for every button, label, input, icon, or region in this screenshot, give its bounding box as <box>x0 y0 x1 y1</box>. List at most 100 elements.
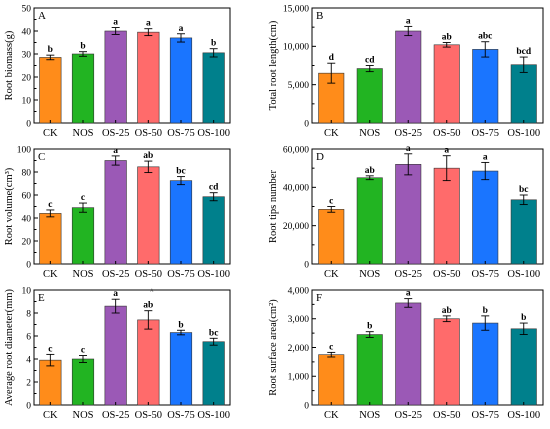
bar-nos <box>71 358 95 406</box>
significance-letter: bc <box>209 328 219 338</box>
y-tick-label: 6 <box>26 332 31 342</box>
x-tick-label: OS-25 <box>102 269 129 280</box>
bar-os-75 <box>169 37 193 124</box>
bar-os-75 <box>169 180 193 265</box>
panel-label: E <box>38 292 45 304</box>
significance-letter: a <box>406 16 411 26</box>
significance-letter: c <box>329 197 333 207</box>
y-tick-label: 8 <box>26 309 31 319</box>
significance-letter: b <box>80 42 85 52</box>
bar-os-50 <box>137 31 160 124</box>
y-tick-label: 80 <box>22 168 32 178</box>
bar-os-100 <box>202 341 225 406</box>
plot-frame <box>311 148 544 265</box>
significance-letter: c <box>81 193 85 203</box>
x-tick-label: OS-75 <box>167 269 194 280</box>
significance-letter: abc <box>478 32 492 42</box>
bar-os-25 <box>395 164 422 265</box>
significance-letter: ab <box>365 166 375 176</box>
panel-label: A <box>38 10 46 22</box>
x-tick-label: OS-25 <box>102 128 129 139</box>
y-tick-label: 40,000 <box>283 184 309 194</box>
y-tick-label: 60 <box>22 191 32 201</box>
significance-letter: b <box>367 322 372 332</box>
y-tick-label: 0 <box>26 260 31 270</box>
y-tick-label: 1,000 <box>288 373 310 383</box>
y-axis-label: Average root diameter(mm) <box>4 289 15 407</box>
significance-letter: a <box>146 19 151 29</box>
bar-os-25 <box>104 305 127 406</box>
significance-letter: a <box>483 152 488 162</box>
y-tick-label: 100 <box>17 145 32 155</box>
significance-letter: c <box>329 342 333 352</box>
x-tick-label: OS-25 <box>395 269 422 280</box>
panel-f: 0 1,000 2,000 3,000 4,000 Root surface area(c… <box>268 286 544 421</box>
bar-os-100 <box>510 328 537 406</box>
x-tick-label: CK <box>43 128 58 139</box>
y-tick-label: 4,000 <box>288 286 310 296</box>
bar-os-75 <box>472 322 499 406</box>
significance-letter: b <box>483 306 488 316</box>
stray-mark: A <box>150 289 154 294</box>
significance-letter: bcd <box>516 47 532 57</box>
x-tick-label: OS-50 <box>433 410 460 421</box>
y-tick-label: 40 <box>22 214 32 224</box>
y-axis-label: Root tips number <box>268 170 279 243</box>
panel-label: F <box>316 292 322 304</box>
x-tick-label: OS-100 <box>197 410 230 421</box>
bar-os-25 <box>104 160 127 265</box>
x-tick-label: OS-50 <box>135 410 162 421</box>
significance-letter: c <box>48 200 52 210</box>
y-tick-label: 10 <box>22 286 32 296</box>
significance-letter: a <box>406 289 411 299</box>
plot-frame <box>33 7 231 124</box>
x-tick-label: CK <box>324 410 339 421</box>
y-tick-label: 20 <box>22 237 32 247</box>
y-tick-label: 2 <box>26 378 31 388</box>
significance-letter: c <box>81 346 85 356</box>
significance-letter: a <box>113 146 118 156</box>
x-tick-label: NOS <box>72 269 93 280</box>
bar-os-100 <box>202 196 225 265</box>
panel-label: C <box>38 151 45 163</box>
x-tick-label: OS-75 <box>167 410 194 421</box>
y-axis-label: Total root length(cm) <box>268 20 279 110</box>
x-tick-label: OS-75 <box>472 410 499 421</box>
bar-nos <box>356 68 383 124</box>
significance-letter: cd <box>365 56 375 66</box>
significance-letter: ab <box>143 151 153 161</box>
plot-frame <box>311 289 544 406</box>
y-tick-label: 0 <box>304 119 309 129</box>
bar-os-50 <box>433 318 460 406</box>
bar-os-25 <box>104 30 127 124</box>
x-tick-label: OS-50 <box>433 128 460 139</box>
bar-os-100 <box>202 52 225 124</box>
x-tick-label: OS-75 <box>472 128 499 139</box>
bar-nos <box>71 53 95 124</box>
x-tick-label: OS-100 <box>197 128 230 139</box>
y-tick-label: 0 <box>304 401 309 411</box>
y-tick-label: 5,000 <box>288 81 310 91</box>
y-tick-label: 0 <box>304 260 309 270</box>
y-tick-label: 60,000 <box>283 145 309 155</box>
x-tick-label: OS-100 <box>197 269 230 280</box>
significance-letter: bc <box>519 185 529 195</box>
bar-nos <box>356 334 383 406</box>
significance-letter: ab <box>442 306 452 316</box>
y-axis-label: Root biomass(g) <box>4 30 15 100</box>
significance-letter: a <box>406 144 411 154</box>
x-tick-label: OS-25 <box>395 410 422 421</box>
panel-e: 0 2 4 6 8 10 Average root diameter(mm) Ec CK c NOS… <box>4 286 231 421</box>
y-tick-label: 3,000 <box>288 315 310 325</box>
significance-letter: a <box>113 18 118 28</box>
bar-nos <box>71 207 95 265</box>
bar-os-50 <box>137 166 160 265</box>
x-tick-label: OS-100 <box>507 269 540 280</box>
bar-os-50 <box>433 44 460 124</box>
y-tick-label: 2,000 <box>288 344 310 354</box>
x-tick-label: OS-25 <box>102 410 129 421</box>
bar-os-50 <box>433 167 460 265</box>
significance-letter: b <box>48 45 53 55</box>
y-tick-label: 30 <box>22 50 32 60</box>
